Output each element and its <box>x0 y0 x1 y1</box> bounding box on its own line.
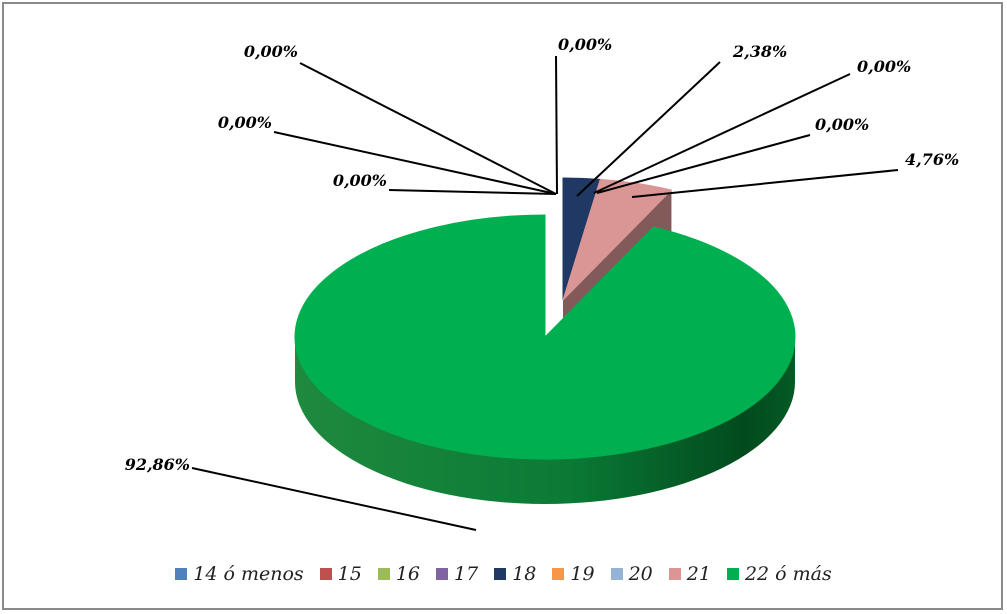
legend-label-14-o-menos: 14 ó menos <box>193 563 304 585</box>
legend-item-15: 15 <box>319 563 362 585</box>
legend-label-15: 15 <box>337 563 362 585</box>
data-label-16: 0,00% <box>333 171 387 190</box>
leader-line-16 <box>388 189 557 195</box>
legend-item-17: 17 <box>436 563 478 585</box>
data-label-21: 4,76% <box>905 150 959 169</box>
data-label-18: 2,38% <box>732 42 787 61</box>
slice-21 <box>562 178 673 301</box>
leader-line-19 <box>593 73 851 194</box>
legend-item-21: 21 <box>668 563 711 585</box>
leader-line-18 <box>576 61 721 197</box>
legend-label-16: 16 <box>395 563 421 585</box>
legend-swatch-16 <box>377 568 390 580</box>
data-label-19: 0,00% <box>857 57 911 76</box>
legend-item-14-o-menos: 14 ó menos <box>175 563 304 585</box>
legend-label-18: 18 <box>512 563 537 585</box>
legend-label-19: 19 <box>570 563 595 585</box>
leader-line-17 <box>555 55 558 195</box>
legend-label-22-o-mas: 22 ó más <box>744 563 832 585</box>
chart-legend: 14 ó menos 15 16 17 18 19 20 21 22 ó más <box>0 563 1007 585</box>
legend-swatch-19 <box>552 568 565 580</box>
legend-label-20: 20 <box>628 563 653 585</box>
leader-line-21 <box>631 169 899 198</box>
data-label-22-o-mas: 92,86% <box>125 455 190 474</box>
leader-line-15 <box>273 131 557 195</box>
legend-swatch-20 <box>610 568 623 580</box>
legend-swatch-21 <box>668 568 681 580</box>
leader-line-20 <box>596 134 811 194</box>
legend-item-16: 16 <box>377 563 421 585</box>
legend-swatch-14-o-menos <box>175 568 188 580</box>
legend-label-17: 17 <box>454 563 479 585</box>
legend-item-19: 19 <box>552 563 595 585</box>
legend-item-18: 18 <box>494 563 536 585</box>
legend-item-20: 20 <box>610 563 653 585</box>
legend-swatch-18 <box>494 568 507 580</box>
leader-line-14-o-menos <box>299 62 557 195</box>
legend-label-21: 21 <box>686 563 711 585</box>
data-label-14-o-menos: 0,00% <box>244 42 298 61</box>
data-label-17: 0,00% <box>558 35 612 54</box>
legend-swatch-22-o-mas <box>726 568 739 580</box>
slice-22-o-mas <box>294 214 796 460</box>
legend-item-22-o-mas: 22 ó más <box>726 563 832 585</box>
data-label-20: 0,00% <box>815 115 869 134</box>
leader-line-22-o-mas <box>191 467 477 531</box>
data-label-15: 0,00% <box>218 113 272 132</box>
legend-swatch-17 <box>436 568 449 580</box>
legend-swatch-15 <box>319 568 332 580</box>
pie-chart: 0,00% 0,00% 0,00% 0,00% 2,38% 0,00% 0,00% 4,76%… <box>125 35 959 531</box>
